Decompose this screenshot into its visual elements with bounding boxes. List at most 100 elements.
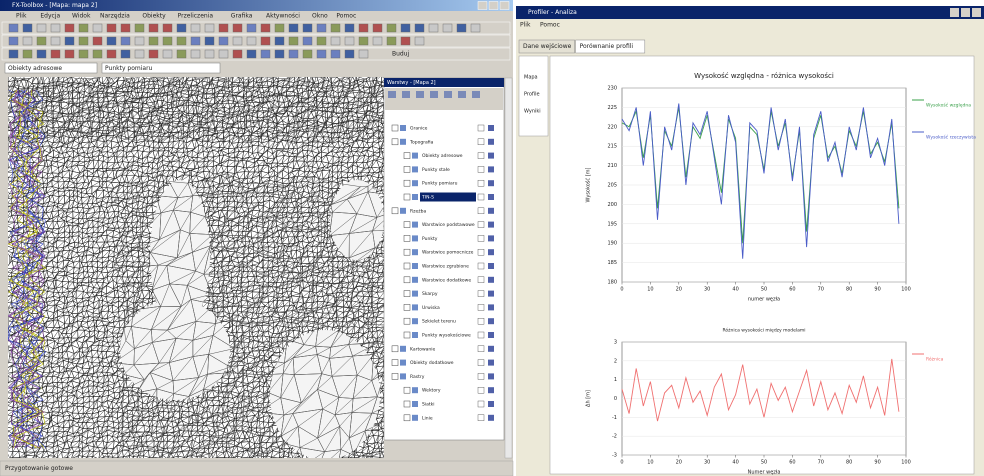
layer-checkbox[interactable]	[404, 277, 410, 283]
layer-flag[interactable]	[488, 318, 494, 324]
layer-checkbox[interactable]	[404, 387, 410, 393]
layer-flag[interactable]	[488, 180, 494, 186]
panel-tool[interactable]	[444, 91, 452, 98]
tool-button[interactable]	[9, 50, 18, 58]
layer-name[interactable]: Punkty pomiaru	[422, 181, 458, 187]
layer-checkbox[interactable]	[404, 318, 410, 324]
layer-flag[interactable]	[488, 277, 494, 283]
layer-name[interactable]: Warstwice pomocnicze	[422, 250, 474, 256]
layer-name[interactable]: Obiekty dodatkowe	[410, 360, 454, 366]
tool-button[interactable]	[275, 24, 284, 32]
tool-button[interactable]	[135, 50, 144, 58]
layer-name[interactable]: Rzeźba	[410, 207, 426, 214]
tool-button[interactable]	[79, 24, 88, 32]
layer-flag[interactable]	[488, 194, 494, 200]
layer-flag[interactable]	[478, 194, 484, 200]
layer-checkbox[interactable]	[392, 208, 398, 214]
tool-button[interactable]	[219, 24, 228, 32]
tool-button[interactable]	[401, 24, 410, 32]
menu-item[interactable]: Pomoc	[540, 22, 560, 29]
tool-button[interactable]	[289, 50, 298, 58]
tool-button[interactable]	[233, 24, 242, 32]
layer-checkbox[interactable]	[404, 304, 410, 310]
tool-button[interactable]	[23, 24, 32, 32]
layer-checkbox[interactable]	[404, 180, 410, 186]
layer-flag[interactable]	[478, 263, 484, 269]
tool-button[interactable]	[261, 37, 270, 45]
tool-button[interactable]	[317, 50, 326, 58]
sidebar-item[interactable]: Wyniki	[524, 109, 541, 115]
layer-flag[interactable]	[488, 125, 494, 131]
layer-flag[interactable]	[478, 332, 484, 338]
tool-button[interactable]	[107, 24, 116, 32]
layer-name[interactable]: Obiekty adresowe	[422, 153, 463, 159]
layer-flag[interactable]	[488, 208, 494, 214]
tool-button[interactable]	[331, 24, 340, 32]
layer-checkbox[interactable]	[404, 263, 410, 269]
layer-flag[interactable]	[478, 304, 484, 310]
layer-flag[interactable]	[478, 180, 484, 186]
tool-button[interactable]	[23, 37, 32, 45]
layer-flag[interactable]	[488, 166, 494, 172]
tool-button[interactable]	[93, 37, 102, 45]
tool-button[interactable]	[219, 37, 228, 45]
tool-button[interactable]	[219, 50, 228, 58]
tool-button[interactable]	[51, 50, 60, 58]
layer-flag[interactable]	[478, 222, 484, 228]
layer-flag[interactable]	[478, 166, 484, 172]
menu-item[interactable]: Plik	[16, 13, 27, 20]
panel-tool[interactable]	[388, 91, 396, 98]
tool-button[interactable]	[261, 24, 270, 32]
layer-name[interactable]: Kartowanie	[410, 346, 436, 352]
layer-flag[interactable]	[488, 304, 494, 310]
tool-button[interactable]	[93, 50, 102, 58]
layer-name[interactable]: Punkty wysokościowe	[422, 332, 471, 339]
menu-item[interactable]: Narzędzia	[100, 13, 130, 20]
tool-button[interactable]	[443, 24, 452, 32]
tool-button[interactable]	[9, 24, 18, 32]
menu-item[interactable]: Edycja	[40, 13, 60, 20]
tool-button[interactable]	[163, 37, 172, 45]
tool-button[interactable]	[471, 24, 480, 32]
tool-button[interactable]	[121, 24, 130, 32]
tool-button[interactable]	[275, 37, 284, 45]
layer-flag[interactable]	[478, 415, 484, 421]
window-button[interactable]	[500, 2, 509, 10]
layer-flag[interactable]	[478, 401, 484, 407]
layer-checkbox[interactable]	[404, 153, 410, 159]
layer-flag[interactable]	[488, 332, 494, 338]
layer-checkbox[interactable]	[404, 222, 410, 228]
layer-flag[interactable]	[488, 360, 494, 366]
layer-flag[interactable]	[488, 222, 494, 228]
tool-button[interactable]	[345, 24, 354, 32]
tool-button[interactable]	[373, 24, 382, 32]
tool-button[interactable]	[149, 50, 158, 58]
tool-button[interactable]	[51, 24, 60, 32]
layer-name[interactable]: Szkielet terenu	[422, 319, 456, 325]
sidebar-item[interactable]: Profile	[524, 92, 540, 98]
layer-name[interactable]: Linie	[422, 415, 433, 421]
tool-button[interactable]	[415, 24, 424, 32]
layer-checkbox[interactable]	[404, 401, 410, 407]
panel-tool[interactable]	[472, 91, 480, 98]
panel-tool[interactable]	[430, 91, 438, 98]
layer-flag[interactable]	[478, 153, 484, 159]
tool-button[interactable]	[401, 37, 410, 45]
layer-flag[interactable]	[488, 291, 494, 297]
tool-button[interactable]	[177, 24, 186, 32]
layer-checkbox[interactable]	[392, 139, 398, 145]
layer-flag[interactable]	[478, 277, 484, 283]
layer-name[interactable]: Warstwice dodatkowe	[422, 277, 471, 283]
tool-button[interactable]	[317, 37, 326, 45]
tool-button[interactable]	[373, 37, 382, 45]
menu-item[interactable]: Plik	[520, 22, 531, 29]
layer-flag[interactable]	[488, 387, 494, 393]
tab-label[interactable]: Dane wejściowe	[523, 43, 572, 50]
layer-flag[interactable]	[478, 291, 484, 297]
tool-button[interactable]	[233, 50, 242, 58]
layer-name[interactable]: Warstwice zgrubione	[422, 264, 469, 270]
layer-checkbox[interactable]	[392, 346, 398, 352]
menu-item[interactable]: Aktywności	[266, 13, 300, 20]
scrollbar[interactable]	[505, 78, 512, 458]
layer-flag[interactable]	[478, 139, 484, 145]
